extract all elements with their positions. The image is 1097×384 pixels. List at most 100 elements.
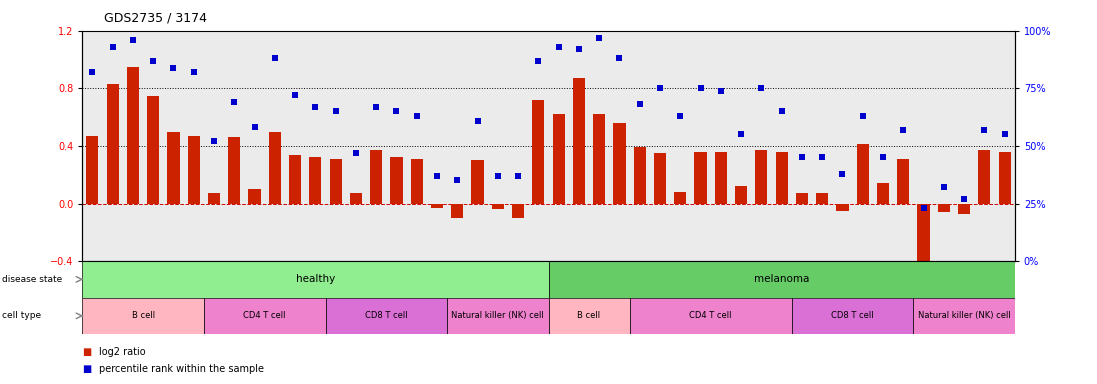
FancyBboxPatch shape xyxy=(548,261,1015,298)
Bar xyxy=(979,150,991,204)
Point xyxy=(489,173,507,179)
Bar xyxy=(836,204,848,211)
Point xyxy=(306,104,324,110)
Bar xyxy=(370,150,382,204)
Text: disease state: disease state xyxy=(2,275,63,284)
Point xyxy=(83,69,101,75)
Point xyxy=(935,184,952,190)
Point xyxy=(267,55,284,61)
Text: CD4 T cell: CD4 T cell xyxy=(244,311,286,320)
Text: CD4 T cell: CD4 T cell xyxy=(689,311,732,320)
Bar xyxy=(613,123,625,204)
Bar xyxy=(877,183,889,204)
Text: Natural killer (NK) cell: Natural killer (NK) cell xyxy=(918,311,1010,320)
Text: Natural killer (NK) cell: Natural killer (NK) cell xyxy=(452,311,544,320)
Bar xyxy=(472,161,484,204)
Bar xyxy=(106,84,118,204)
Text: melanoma: melanoma xyxy=(754,274,810,285)
FancyBboxPatch shape xyxy=(82,298,204,334)
Text: ■: ■ xyxy=(82,346,91,357)
Bar xyxy=(208,194,220,204)
Point xyxy=(652,85,669,91)
Point xyxy=(712,88,730,94)
Point xyxy=(753,85,770,91)
Text: cell type: cell type xyxy=(2,311,42,320)
Bar xyxy=(451,204,463,218)
Bar xyxy=(776,152,788,204)
Bar xyxy=(491,204,504,209)
Bar xyxy=(553,114,565,204)
Bar xyxy=(998,152,1010,204)
Point xyxy=(226,99,244,105)
Bar xyxy=(573,78,585,204)
Point xyxy=(631,101,648,108)
Point xyxy=(468,118,486,124)
Text: CD8 T cell: CD8 T cell xyxy=(832,311,874,320)
Point xyxy=(570,46,588,52)
FancyBboxPatch shape xyxy=(326,298,448,334)
Bar xyxy=(147,96,159,204)
Text: ■: ■ xyxy=(82,364,91,374)
Point xyxy=(793,154,811,161)
Point xyxy=(327,108,344,114)
Bar xyxy=(675,192,687,204)
Bar xyxy=(168,131,180,204)
Point xyxy=(550,44,567,50)
Bar xyxy=(755,150,768,204)
Bar xyxy=(249,189,261,204)
Point xyxy=(185,69,203,75)
FancyBboxPatch shape xyxy=(204,298,326,334)
Bar xyxy=(431,204,443,208)
Bar xyxy=(188,136,200,204)
Bar xyxy=(938,204,950,212)
Bar xyxy=(309,157,321,204)
Point xyxy=(874,154,892,161)
Point xyxy=(145,58,162,64)
Bar xyxy=(350,194,362,204)
Point xyxy=(853,113,871,119)
FancyBboxPatch shape xyxy=(548,298,630,334)
Bar xyxy=(391,157,403,204)
Bar xyxy=(715,152,727,204)
FancyBboxPatch shape xyxy=(914,298,1015,334)
Point xyxy=(449,177,466,184)
Point xyxy=(894,127,912,133)
Point xyxy=(813,154,830,161)
Point xyxy=(509,173,527,179)
Point xyxy=(955,196,973,202)
Point xyxy=(104,44,122,50)
Text: healthy: healthy xyxy=(296,274,335,285)
Bar xyxy=(532,100,544,204)
Bar xyxy=(654,153,666,204)
Bar xyxy=(127,67,139,204)
Point xyxy=(367,104,385,110)
Bar xyxy=(329,159,342,204)
Point xyxy=(915,205,932,211)
Bar xyxy=(634,147,646,204)
Point xyxy=(530,58,547,64)
Point xyxy=(286,92,304,98)
Point xyxy=(246,124,263,131)
Bar xyxy=(289,154,302,204)
Bar xyxy=(958,204,970,214)
Point xyxy=(387,108,405,114)
Point xyxy=(124,37,142,43)
Bar xyxy=(593,114,606,204)
Point xyxy=(408,113,426,119)
Bar xyxy=(87,136,99,204)
Point xyxy=(733,131,750,137)
Bar xyxy=(694,152,706,204)
Bar xyxy=(897,159,909,204)
Point xyxy=(428,173,445,179)
Point xyxy=(834,170,851,177)
Point xyxy=(205,138,223,144)
FancyBboxPatch shape xyxy=(448,298,548,334)
Text: percentile rank within the sample: percentile rank within the sample xyxy=(99,364,263,374)
Bar xyxy=(228,137,240,204)
Point xyxy=(996,131,1014,137)
Point xyxy=(772,108,790,114)
Bar xyxy=(735,186,747,204)
Text: GDS2735 / 3174: GDS2735 / 3174 xyxy=(104,12,207,25)
Bar xyxy=(795,194,808,204)
Point xyxy=(975,127,993,133)
